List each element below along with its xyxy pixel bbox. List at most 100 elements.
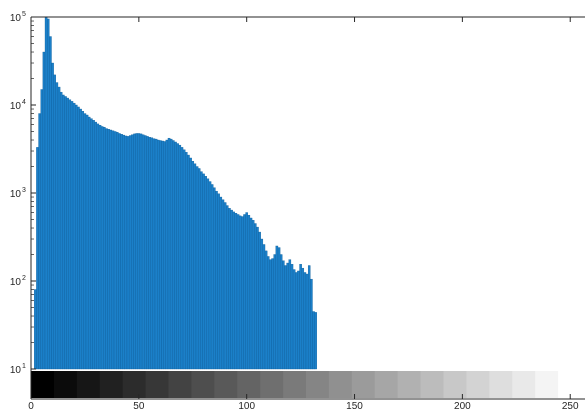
histogram-bar	[98, 124, 102, 370]
histogram-bar	[128, 135, 132, 370]
histogram-bar	[297, 270, 300, 370]
y-tick-label: 10	[10, 189, 22, 200]
x-tick-label: 100	[238, 401, 255, 410]
histogram-bar	[189, 157, 192, 370]
histogram-bar	[81, 111, 85, 370]
histogram-bar	[150, 137, 154, 370]
histogram-bar	[305, 273, 309, 370]
histogram-bar	[236, 214, 240, 370]
colorbar-segment	[374, 371, 399, 398]
histogram-bar	[62, 94, 65, 370]
histogram-bar	[178, 144, 182, 370]
colorbar-segment	[306, 371, 330, 398]
histogram-bar	[172, 140, 175, 370]
histogram-bar	[267, 256, 270, 370]
colorbar-segment	[31, 371, 55, 398]
colorbar-segment	[260, 371, 284, 398]
colorbar-segment	[328, 371, 353, 398]
colorbar-segment	[122, 371, 147, 398]
histogram-bar	[40, 89, 44, 370]
colorbar-segment	[99, 371, 124, 398]
histogram-bar	[103, 126, 106, 370]
colorbar-segment	[283, 371, 307, 398]
histogram-bar	[139, 133, 143, 370]
histogram-bar	[282, 260, 285, 370]
colorbar-segment	[512, 371, 536, 398]
histogram-bar	[303, 272, 307, 370]
histogram-bar	[275, 245, 279, 370]
histogram-bar	[122, 134, 126, 370]
x-ticks-group: 0 50 100 150 200 250	[28, 17, 579, 412]
colorbar-segment	[535, 371, 559, 398]
histogram-bar	[165, 139, 169, 370]
colorbar-segment	[443, 371, 468, 398]
histogram-bar	[226, 205, 229, 370]
histogram-bar	[144, 135, 147, 370]
histogram-bar	[295, 272, 298, 370]
histogram-bar	[85, 114, 89, 370]
histogram-bar	[307, 265, 311, 370]
histogram-bar	[299, 264, 302, 370]
histogram-bar	[215, 190, 218, 370]
colorbar-segment	[145, 371, 170, 398]
histogram-bar	[234, 212, 238, 370]
histogram-bar	[90, 118, 93, 370]
x-tick-label: 50	[133, 401, 145, 410]
y-tick-exponent: 3	[22, 187, 26, 194]
colorbar-segment	[558, 371, 582, 398]
histogram-bar	[135, 133, 138, 370]
histogram-bar	[167, 137, 171, 370]
histogram-bar	[154, 138, 158, 370]
histogram-bar	[288, 259, 292, 370]
histogram-bar	[200, 171, 203, 370]
colorbar-segment	[168, 371, 193, 398]
histogram-bar	[111, 130, 115, 370]
y-tick-exponent: 4	[22, 99, 26, 106]
x-tick-label: 0	[28, 401, 34, 410]
histogram-bar	[77, 106, 80, 370]
histogram-bar	[126, 136, 130, 370]
histogram-bar	[36, 147, 39, 370]
histogram-bar	[49, 36, 52, 370]
histogram-bar	[72, 102, 76, 370]
histogram-bar	[185, 152, 188, 370]
colorbar-segment	[351, 371, 376, 398]
histogram-bar	[195, 166, 199, 370]
histogram-bar	[210, 184, 214, 370]
histogram-bar	[301, 267, 305, 370]
histogram-bar	[107, 129, 110, 370]
histogram-bar	[83, 113, 87, 370]
y-tick-exponent: 2	[22, 275, 26, 282]
histogram-bar	[221, 199, 225, 370]
histogram-bar	[133, 133, 136, 370]
histogram-bar	[208, 181, 212, 370]
histogram-bar	[51, 62, 54, 370]
y-tick-label: 10	[10, 101, 22, 112]
histogram-bar	[146, 136, 149, 370]
histogram-bar	[182, 149, 186, 370]
histogram-bar	[245, 212, 248, 370]
histogram-bar	[247, 214, 251, 370]
histogram-bar	[92, 120, 95, 370]
histogram-bar	[191, 160, 195, 370]
histogram-bar	[70, 101, 74, 370]
histogram-bar	[204, 176, 207, 370]
grayscale-colorbar	[31, 371, 582, 398]
histogram-bar	[118, 133, 121, 370]
histogram-bar	[64, 96, 67, 370]
histogram-bar	[260, 238, 264, 370]
colorbar-segment	[420, 371, 445, 398]
histogram-bar	[124, 135, 128, 370]
histogram-bar	[53, 74, 56, 370]
histogram-bar	[197, 168, 201, 370]
histogram-bar	[232, 211, 236, 370]
histogram-bar	[68, 99, 72, 370]
histogram-bar	[141, 134, 145, 370]
histogram-bar	[202, 173, 205, 370]
histogram-bar	[279, 254, 283, 370]
histogram-bar	[310, 278, 313, 370]
histogram-bar	[120, 134, 123, 370]
